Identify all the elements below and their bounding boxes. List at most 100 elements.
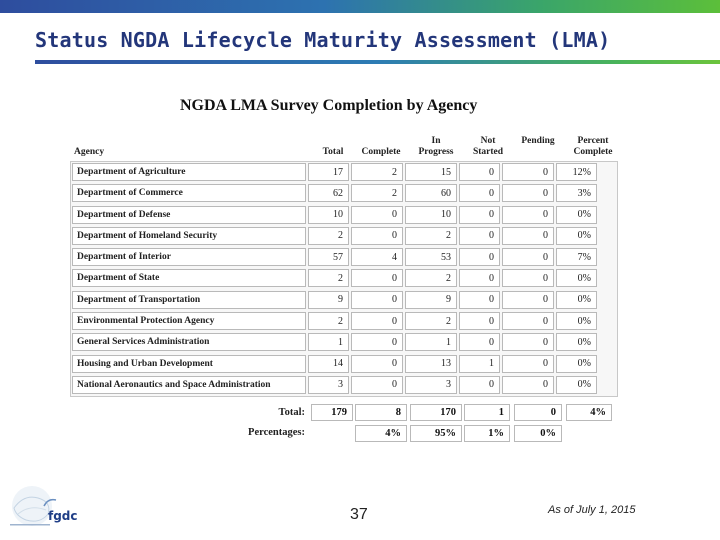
agency-table: Department of Agriculture 17 2 15 0 0 12% Depar… bbox=[70, 161, 618, 398]
percentages-complete: 4% bbox=[355, 425, 407, 442]
table-row: Department of Commerce 62 2 60 0 0 3% bbox=[71, 183, 617, 204]
cell-total: 2 bbox=[308, 312, 349, 331]
table-row: Department of Defense 10 0 10 0 0 0% bbox=[71, 205, 617, 226]
cell-in-progress: 2 bbox=[405, 312, 457, 331]
cell-pending: 0 bbox=[502, 312, 554, 331]
cell-agency: Department of Interior bbox=[72, 248, 306, 267]
total-percent-complete: 4% bbox=[566, 404, 612, 421]
cell-pending: 0 bbox=[502, 163, 554, 181]
cell-pending: 0 bbox=[502, 184, 554, 203]
cell-total: 57 bbox=[308, 248, 349, 267]
cell-total: 2 bbox=[308, 269, 349, 288]
cell-in-progress: 15 bbox=[405, 163, 457, 181]
cell-complete: 0 bbox=[351, 269, 403, 288]
cell-total: 9 bbox=[308, 290, 349, 309]
total-pending: 0 bbox=[514, 404, 562, 421]
logo-text: fgdc bbox=[48, 509, 78, 523]
table-title: NGDA LMA Survey Completion by Agency bbox=[180, 97, 478, 114]
cell-total: 14 bbox=[308, 354, 349, 373]
header-percent-complete: Percent Complete bbox=[573, 136, 613, 157]
header-pending: Pending bbox=[521, 136, 555, 146]
cell-agency: Department of Commerce bbox=[72, 184, 306, 203]
cell-percent-complete: 3% bbox=[556, 184, 597, 203]
cell-pending: 0 bbox=[502, 375, 554, 394]
cell-in-progress: 53 bbox=[405, 248, 457, 267]
cell-not-started: 0 bbox=[459, 226, 500, 245]
header-agency: Agency bbox=[74, 147, 105, 157]
cell-agency: Department of State bbox=[72, 269, 306, 288]
cell-not-started: 0 bbox=[459, 248, 500, 267]
cell-complete: 0 bbox=[351, 354, 403, 373]
cell-complete: 4 bbox=[351, 248, 403, 267]
cell-agency: Department of Transportation bbox=[72, 290, 306, 309]
cell-in-progress: 10 bbox=[405, 205, 457, 224]
slide-title: Status NGDA Lifecycle Maturity Assessmen… bbox=[35, 28, 611, 52]
cell-agency: Environmental Protection Agency bbox=[72, 312, 306, 331]
total-not-started: 1 bbox=[464, 404, 510, 421]
percentages-not-started: 1% bbox=[464, 425, 510, 442]
cell-complete: 0 bbox=[351, 226, 403, 245]
cell-complete: 0 bbox=[351, 333, 403, 352]
percentages-in-progress: 95% bbox=[410, 425, 462, 442]
cell-in-progress: 1 bbox=[405, 333, 457, 352]
cell-total: 62 bbox=[308, 184, 349, 203]
cell-pending: 0 bbox=[502, 248, 554, 267]
cell-agency: National Aeronautics and Space Administr… bbox=[72, 375, 306, 394]
cell-percent-complete: 0% bbox=[556, 333, 597, 352]
cell-percent-complete: 0% bbox=[556, 290, 597, 309]
table-row: Department of Homeland Security 2 0 2 0 0 0% bbox=[71, 226, 617, 247]
table-row: Department of Interior 57 4 53 0 0 7% bbox=[71, 247, 617, 268]
top-accent-bar bbox=[0, 0, 720, 13]
total-total: 179 bbox=[311, 404, 353, 421]
total-label: Total: bbox=[278, 407, 305, 418]
table-row: Housing and Urban Development 14 0 13 1 0 0% bbox=[71, 354, 617, 375]
cell-in-progress: 3 bbox=[405, 375, 457, 394]
table-row: Department of Agriculture 17 2 15 0 0 12% bbox=[71, 162, 617, 183]
cell-not-started: 0 bbox=[459, 290, 500, 309]
cell-pending: 0 bbox=[502, 205, 554, 224]
cell-complete: 0 bbox=[351, 205, 403, 224]
total-in-progress: 170 bbox=[410, 404, 462, 421]
table-row: National Aeronautics and Space Administr… bbox=[71, 375, 617, 396]
cell-percent-complete: 7% bbox=[556, 248, 597, 267]
cell-complete: 2 bbox=[351, 184, 403, 203]
cell-percent-complete: 0% bbox=[556, 269, 597, 288]
cell-pending: 0 bbox=[502, 269, 554, 288]
cell-total: 2 bbox=[308, 226, 349, 245]
cell-percent-complete: 12% bbox=[556, 163, 597, 181]
cell-total: 17 bbox=[308, 163, 349, 181]
cell-complete: 0 bbox=[351, 312, 403, 331]
header-complete: Complete bbox=[361, 147, 401, 157]
page-number: 37 bbox=[350, 506, 368, 523]
percentages-label: Percentages: bbox=[248, 427, 305, 438]
table-row: Department of Transportation 9 0 9 0 0 0% bbox=[71, 290, 617, 311]
cell-not-started: 1 bbox=[459, 354, 500, 373]
cell-in-progress: 13 bbox=[405, 354, 457, 373]
cell-pending: 0 bbox=[502, 226, 554, 245]
cell-agency: General Services Administration bbox=[72, 333, 306, 352]
header-total: Total bbox=[322, 147, 344, 157]
header-not-started: Not Started bbox=[472, 136, 504, 157]
cell-total: 1 bbox=[308, 333, 349, 352]
cell-not-started: 0 bbox=[459, 269, 500, 288]
cell-pending: 0 bbox=[502, 290, 554, 309]
cell-percent-complete: 0% bbox=[556, 312, 597, 331]
percentages-pending: 0% bbox=[514, 425, 562, 442]
header-in-progress: In Progress bbox=[418, 136, 454, 157]
cell-pending: 0 bbox=[502, 354, 554, 373]
cell-in-progress: 2 bbox=[405, 269, 457, 288]
cell-in-progress: 2 bbox=[405, 226, 457, 245]
cell-percent-complete: 0% bbox=[556, 226, 597, 245]
cell-complete: 2 bbox=[351, 163, 403, 181]
cell-agency: Department of Defense bbox=[72, 205, 306, 224]
cell-not-started: 0 bbox=[459, 205, 500, 224]
cell-not-started: 0 bbox=[459, 184, 500, 203]
cell-agency: Department of Homeland Security bbox=[72, 226, 306, 245]
cell-pending: 0 bbox=[502, 333, 554, 352]
cell-not-started: 0 bbox=[459, 163, 500, 181]
cell-not-started: 0 bbox=[459, 375, 500, 394]
fgdc-logo: fgdc bbox=[10, 486, 78, 526]
cell-percent-complete: 0% bbox=[556, 354, 597, 373]
cell-complete: 0 bbox=[351, 290, 403, 309]
cell-in-progress: 60 bbox=[405, 184, 457, 203]
